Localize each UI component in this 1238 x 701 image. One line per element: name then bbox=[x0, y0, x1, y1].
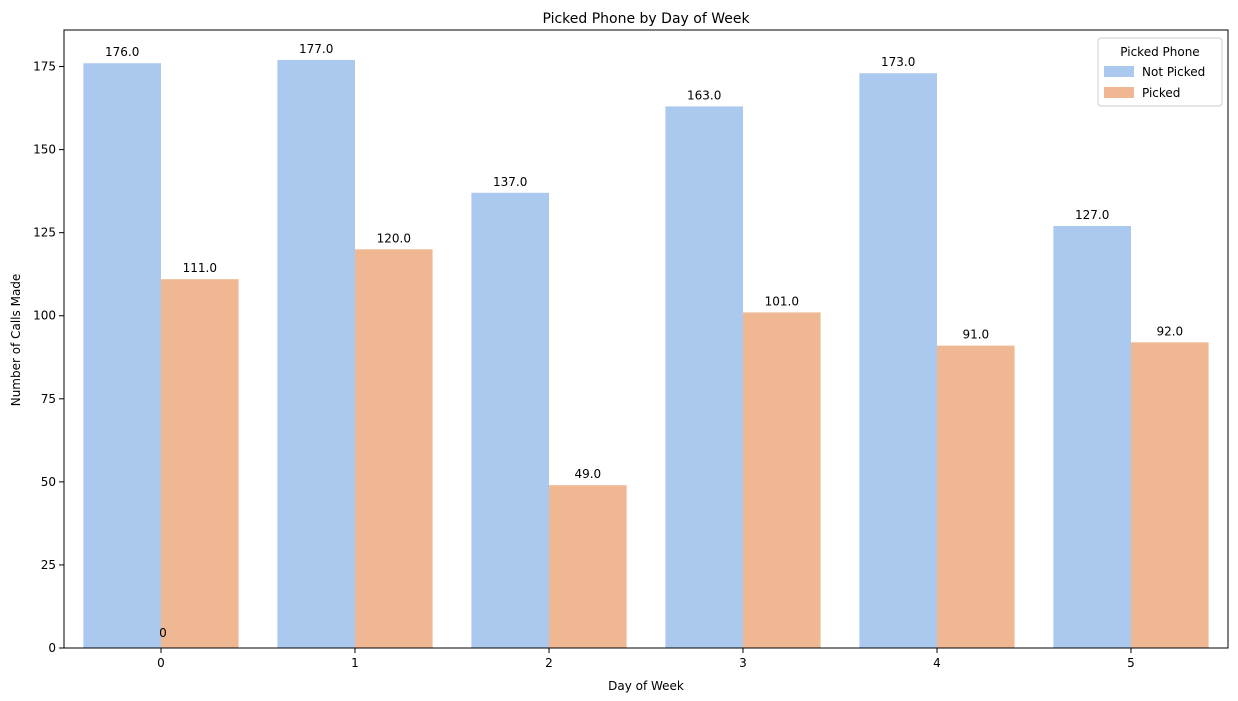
value-label-picked-2: 49.0 bbox=[574, 467, 601, 481]
x-tick-label: 4 bbox=[933, 656, 941, 670]
value-label-picked-1: 120.0 bbox=[377, 231, 411, 245]
bar-picked-5 bbox=[1131, 342, 1209, 648]
value-label-picked-3: 101.0 bbox=[765, 294, 799, 308]
value-label-not-picked-1: 177.0 bbox=[299, 42, 333, 56]
bars-group bbox=[83, 59, 1209, 649]
chart-title: Picked Phone by Day of Week bbox=[542, 11, 750, 27]
x-tick-label: 0 bbox=[157, 656, 165, 670]
x-tick-label: 3 bbox=[739, 656, 747, 670]
legend-label-not-picked: Not Picked bbox=[1142, 65, 1205, 79]
y-tick-label: 125 bbox=[33, 226, 56, 240]
bar-picked-0 bbox=[161, 279, 239, 648]
bar-not-picked-2 bbox=[471, 192, 549, 648]
plot-frame bbox=[63, 29, 1229, 649]
x-axis-label: Day of Week bbox=[608, 679, 684, 693]
bar-picked-3 bbox=[743, 312, 821, 648]
value-label-not-picked-4: 173.0 bbox=[881, 55, 915, 69]
zero-annotation: 0 bbox=[159, 626, 167, 640]
y-axis: 0 25 50 75 100 125 150 175 bbox=[33, 60, 64, 655]
value-label-not-picked-2: 137.0 bbox=[493, 175, 527, 189]
legend-title: Picked Phone bbox=[1120, 45, 1199, 59]
y-tick-label: 25 bbox=[41, 558, 56, 572]
y-tick-label: 150 bbox=[33, 143, 56, 157]
bar-not-picked-0 bbox=[83, 63, 161, 648]
value-label-picked-4: 91.0 bbox=[962, 328, 989, 342]
bar-not-picked-3 bbox=[665, 106, 743, 648]
y-tick-label: 50 bbox=[41, 475, 56, 489]
bar-picked-2 bbox=[549, 485, 627, 648]
value-labels-group: 176.0 111.0 177.0 120.0 137.0 49.0 163.0 101.0 1… bbox=[105, 42, 1183, 481]
x-tick-label: 2 bbox=[545, 656, 553, 670]
y-tick-label: 100 bbox=[33, 309, 56, 323]
value-label-not-picked-3: 163.0 bbox=[687, 88, 721, 102]
y-tick-label: 75 bbox=[41, 392, 56, 406]
bar-picked-1 bbox=[355, 249, 433, 648]
value-label-picked-0: 111.0 bbox=[183, 261, 217, 275]
bar-picked-4 bbox=[937, 345, 1015, 648]
y-axis-label: Number of Calls Made bbox=[9, 274, 23, 407]
legend-label-picked: Picked bbox=[1142, 86, 1180, 100]
x-axis: 0 1 2 3 4 5 bbox=[157, 648, 1135, 670]
value-label-not-picked-5: 127.0 bbox=[1075, 208, 1109, 222]
legend-swatch-picked bbox=[1104, 87, 1134, 98]
value-label-not-picked-0: 176.0 bbox=[105, 45, 139, 59]
x-tick-label: 5 bbox=[1127, 656, 1135, 670]
y-tick-label: 175 bbox=[33, 60, 56, 74]
legend-swatch-not-picked bbox=[1104, 66, 1134, 77]
bar-not-picked-1 bbox=[277, 59, 355, 649]
x-tick-label: 1 bbox=[351, 656, 359, 670]
bar-not-picked-5 bbox=[1053, 226, 1131, 648]
bar-not-picked-4 bbox=[859, 73, 937, 649]
legend: Picked Phone Not Picked Picked bbox=[1097, 37, 1223, 107]
y-tick-label: 0 bbox=[48, 641, 56, 655]
value-label-picked-5: 92.0 bbox=[1156, 324, 1183, 338]
